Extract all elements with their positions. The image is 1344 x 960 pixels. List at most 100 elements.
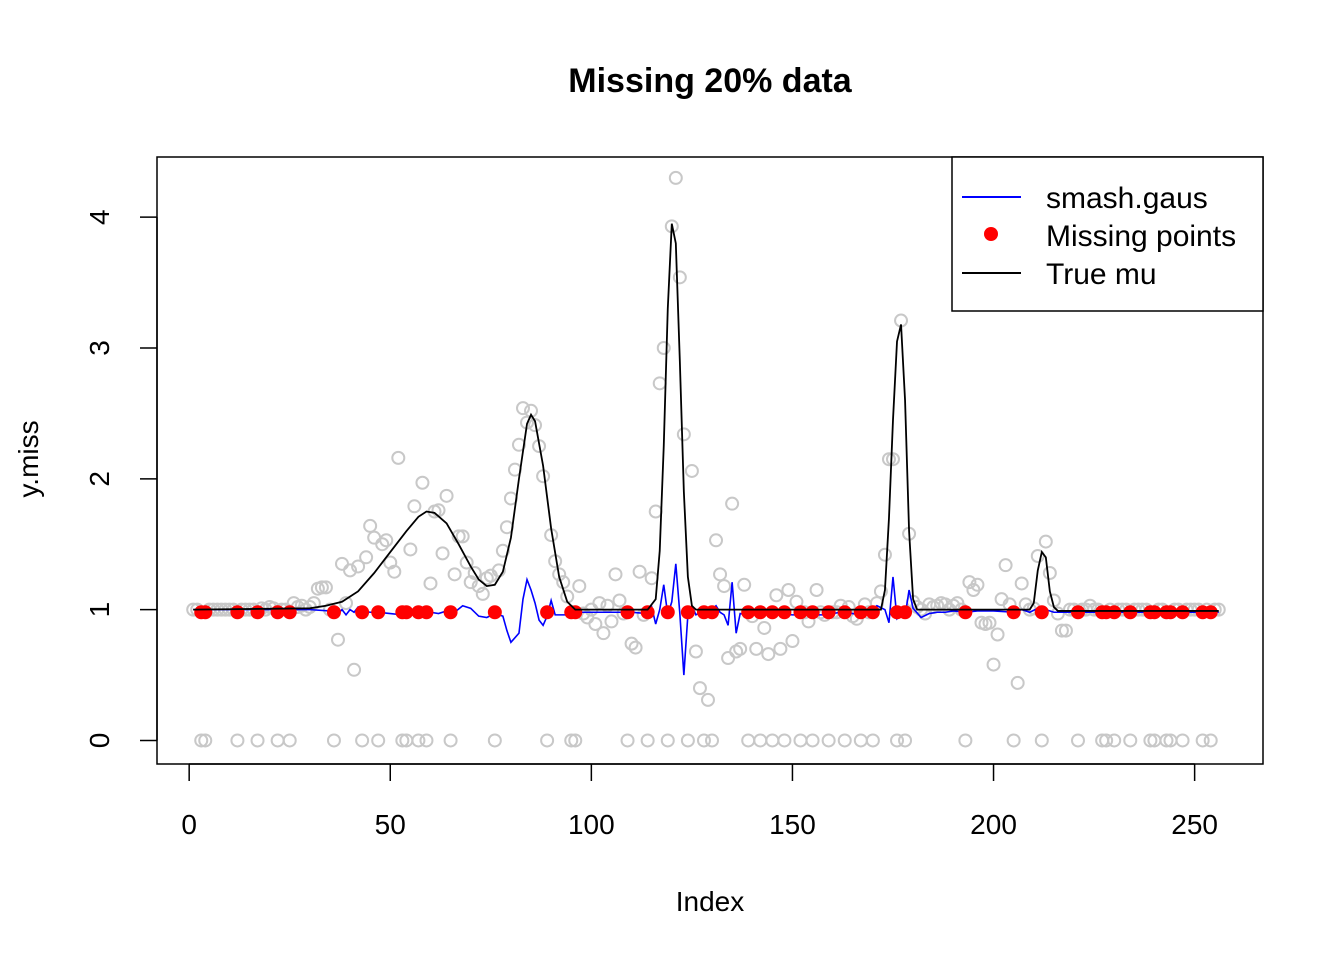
observed-point: [459, 555, 474, 570]
missing-zero-point: [1175, 733, 1190, 748]
missing-point: [487, 605, 502, 620]
observed-point: [572, 579, 587, 594]
y-tick-label: 4: [84, 209, 115, 225]
missing-point: [1123, 605, 1138, 620]
observed-point: [668, 170, 683, 185]
missing-point: [640, 605, 655, 620]
missing-point: [270, 605, 285, 620]
observed-point: [725, 496, 740, 511]
missing-point: [1147, 605, 1162, 620]
observed-point: [998, 558, 1013, 573]
observed-point: [628, 640, 643, 655]
missing-point: [680, 605, 695, 620]
observed-point: [604, 614, 619, 629]
missing-point: [1070, 605, 1085, 620]
missing-point: [399, 605, 414, 620]
observed-point: [873, 584, 888, 599]
chart-title: Missing 20% data: [568, 62, 853, 100]
observed-point: [684, 463, 699, 478]
missing-zero-point: [564, 733, 579, 748]
observed-point: [656, 340, 671, 355]
observed-point: [379, 533, 394, 548]
missing-zero-point: [660, 733, 675, 748]
missing-point: [821, 605, 836, 620]
missing-zero-point: [620, 733, 635, 748]
missing-zero-point: [411, 733, 426, 748]
observed-point: [769, 588, 784, 603]
observed-point: [773, 641, 788, 656]
observed-point: [700, 692, 715, 707]
observed-point: [970, 577, 985, 592]
observed-point: [749, 641, 764, 656]
observed-point: [877, 547, 892, 562]
observed-point: [688, 644, 703, 659]
observed-point: [608, 567, 623, 582]
observed-point: [809, 583, 824, 598]
observed-point: [624, 636, 639, 651]
observed-point: [475, 586, 490, 601]
observed-point: [495, 543, 510, 558]
observed-point: [713, 567, 728, 582]
missing-zero-point: [1203, 733, 1218, 748]
missing-zero-point: [395, 733, 410, 748]
x-axis-label: Index: [676, 886, 745, 917]
observed-point: [451, 529, 466, 544]
observed-point: [318, 580, 333, 595]
observed-point: [757, 620, 772, 635]
smash-gaus-line: [193, 563, 1219, 676]
observed-point: [733, 641, 748, 656]
missing-point: [568, 605, 583, 620]
observed-point: [359, 550, 374, 565]
missing-point: [805, 605, 820, 620]
observed-point: [1050, 606, 1065, 621]
observed-point: [1054, 623, 1069, 638]
observed-point: [986, 657, 1001, 672]
observed-point: [1038, 534, 1053, 549]
observed-point: [528, 418, 543, 433]
observed-point: [692, 681, 707, 696]
missing-zero-point: [1143, 733, 1158, 748]
observed-point: [1042, 566, 1057, 581]
y-tick-label: 1: [84, 602, 115, 618]
observed-point: [515, 401, 530, 416]
observed-point: [596, 626, 611, 641]
missing-zero-point: [1195, 733, 1210, 748]
missing-zero-point: [443, 733, 458, 748]
missing-point: [793, 605, 808, 620]
missing-zero-point: [250, 733, 265, 748]
observed-point: [363, 518, 378, 533]
legend-true-mu-label: True mu: [1046, 258, 1157, 291]
observed-point: [415, 475, 430, 490]
missing-zero-point: [837, 733, 852, 748]
missing-point: [1175, 605, 1190, 620]
y-tick-label: 3: [84, 340, 115, 356]
missing-point: [660, 605, 675, 620]
missing-zero-point: [865, 733, 880, 748]
missing-zero-point: [1107, 733, 1122, 748]
observed-point: [375, 537, 390, 552]
x-tick-label: 150: [769, 809, 816, 840]
observed-point: [467, 566, 482, 581]
missing-zero-point: [777, 733, 792, 748]
missing-point: [230, 605, 245, 620]
missing-zero-point: [705, 733, 720, 748]
missing-zero-point: [1099, 733, 1114, 748]
missing-zero-point: [958, 733, 973, 748]
missing-point: [620, 605, 635, 620]
y-tick-label: 0: [84, 733, 115, 749]
missing-zero-point: [898, 733, 913, 748]
missing-point: [250, 605, 265, 620]
legend-missing-points-label: Missing points: [1046, 220, 1236, 253]
missing-point: [837, 605, 852, 620]
x-tick-label: 0: [181, 809, 197, 840]
missing-point: [1203, 605, 1218, 620]
observed-point: [351, 559, 366, 574]
observed-point: [588, 617, 603, 632]
observed-point: [1010, 675, 1025, 690]
missing-zero-point: [194, 733, 209, 748]
missing-zero-point: [326, 733, 341, 748]
true-mu-line: [193, 223, 1219, 612]
observed-point: [781, 583, 796, 598]
